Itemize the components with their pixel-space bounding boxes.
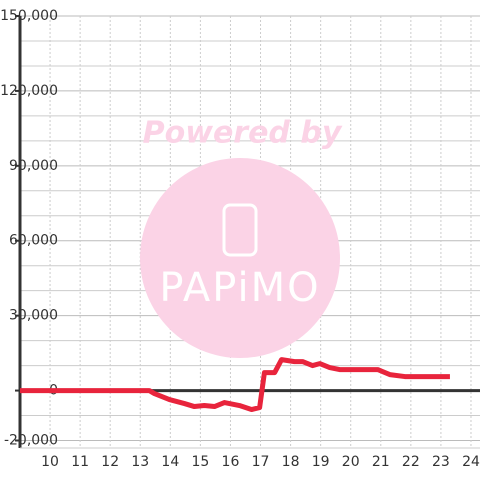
x-tick-label: 16 — [222, 454, 240, 470]
y-tick-label: 120,000 — [0, 83, 58, 99]
x-tick-label: 23 — [432, 454, 450, 470]
x-tick-label: 15 — [191, 454, 209, 470]
y-tick-label: 30,000 — [9, 308, 58, 324]
x-tick-label: 21 — [372, 454, 390, 470]
y-tick-label: -20,000 — [4, 433, 58, 449]
x-tick-label: 10 — [41, 454, 59, 470]
y-tick-label: 90,000 — [9, 158, 58, 174]
x-tick-label: 14 — [161, 454, 179, 470]
x-tick-label: 19 — [312, 454, 330, 470]
y-tick-label: 60,000 — [9, 233, 58, 249]
x-tick-label: 18 — [282, 454, 300, 470]
watermark-logo: PAPiMO — [159, 265, 320, 311]
x-tick-label: 22 — [402, 454, 420, 470]
x-tick-label: 12 — [101, 454, 119, 470]
watermark-text: Powered by — [143, 116, 343, 151]
x-tick-label: 24 — [462, 454, 480, 470]
x-tick-label: 20 — [342, 454, 360, 470]
watermark-circle — [140, 158, 340, 358]
y-tick-label: 150,000 — [0, 8, 58, 24]
x-tick-label: 11 — [71, 454, 89, 470]
watermark-phone — [222, 203, 258, 257]
x-tick-label: 17 — [252, 454, 270, 470]
data-line — [20, 357, 450, 413]
x-tick-label: 13 — [131, 454, 149, 470]
